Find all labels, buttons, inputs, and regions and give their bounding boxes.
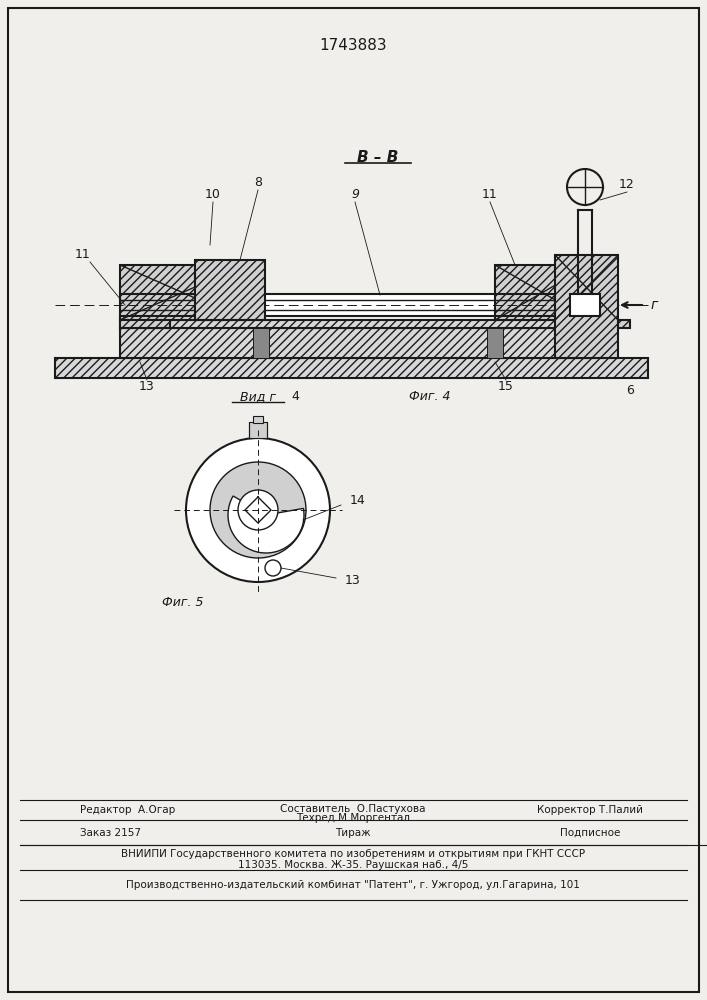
Text: Производственно-издательский комбинат "Патент", г. Ужгород, ул.Гагарина, 101: Производственно-издательский комбинат "П… [126, 880, 580, 890]
Text: 13: 13 [139, 380, 155, 393]
Text: Составитель  О.Пастухова: Составитель О.Пастухова [280, 804, 426, 814]
Text: 10: 10 [205, 188, 221, 202]
Bar [495, 265, 590, 320]
Text: Подписное: Подписное [560, 828, 620, 838]
Text: Техред М.Моргентал: Техред М.Моргентал [296, 813, 410, 823]
Text: 13: 13 [345, 574, 361, 586]
Circle shape [265, 560, 281, 576]
Text: 12: 12 [619, 178, 635, 192]
Text: 14: 14 [350, 493, 366, 506]
Circle shape [186, 438, 330, 582]
Text: 11: 11 [75, 248, 91, 261]
Bar [253, 328, 269, 358]
Text: Вид г: Вид г [240, 390, 276, 403]
Text: В – В: В – В [357, 150, 399, 165]
Text: Корректор Т.Палий: Корректор Т.Палий [537, 805, 643, 815]
Text: 11: 11 [482, 188, 498, 202]
Text: 15: 15 [498, 380, 514, 393]
Bar [555, 255, 618, 358]
Text: Редактор  А.Огар: Редактор А.Огар [80, 805, 175, 815]
Bar [55, 358, 648, 378]
Text: 6: 6 [626, 383, 634, 396]
Text: 9: 9 [351, 188, 359, 202]
Bar [120, 320, 170, 328]
Bar [590, 320, 630, 328]
Text: Заказ 2157: Заказ 2157 [80, 828, 141, 838]
Bar [570, 294, 600, 316]
Text: ВНИИПИ Государственного комитета по изобретениям и открытиям при ГКНТ СССР: ВНИИПИ Государственного комитета по изоб… [121, 849, 585, 859]
Text: Фиг. 4: Фиг. 4 [409, 390, 451, 403]
Bar [120, 328, 590, 358]
Bar [487, 328, 503, 358]
Circle shape [210, 462, 306, 558]
Bar [195, 260, 265, 320]
Bar [120, 294, 590, 316]
Bar [253, 416, 263, 423]
Text: 8: 8 [254, 176, 262, 190]
Circle shape [238, 490, 278, 530]
Text: г: г [650, 298, 658, 312]
Bar [120, 265, 245, 320]
Text: Тираж: Тираж [335, 828, 370, 838]
Text: 113035. Москва. Ж-35. Раушская наб., 4/5: 113035. Москва. Ж-35. Раушская наб., 4/5 [238, 860, 468, 870]
Text: Фиг. 5: Фиг. 5 [162, 595, 204, 608]
Bar [120, 320, 590, 328]
Bar [249, 422, 267, 438]
Text: 4: 4 [291, 390, 299, 403]
Wedge shape [228, 496, 304, 553]
Text: 1743883: 1743883 [319, 37, 387, 52]
